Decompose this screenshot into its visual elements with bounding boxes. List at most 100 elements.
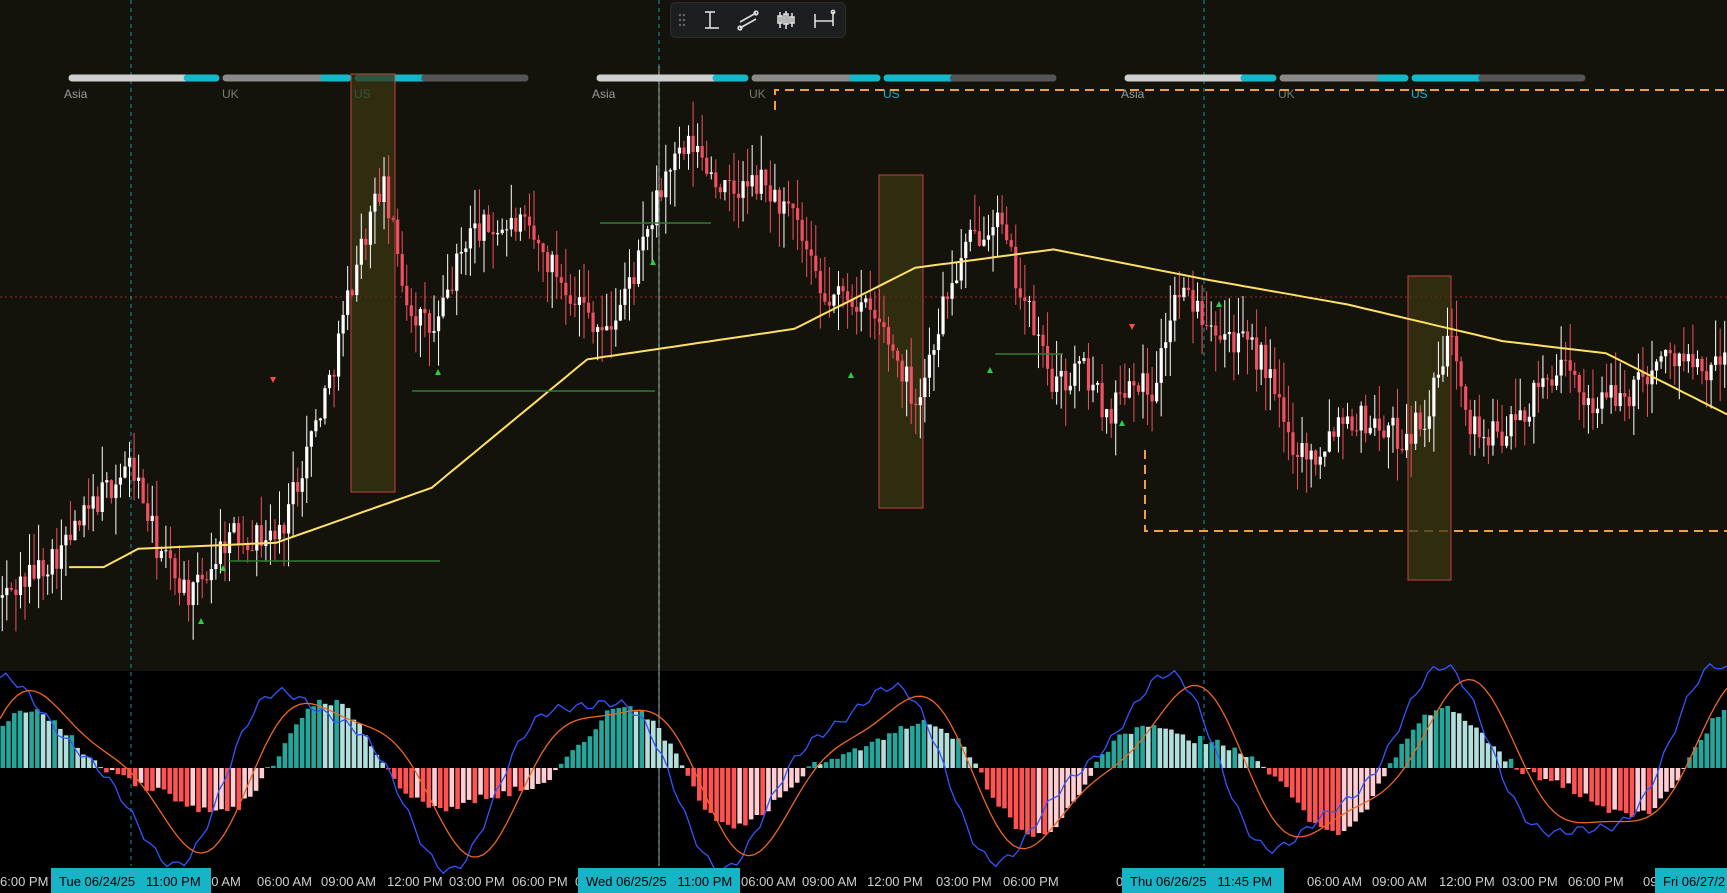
histogram-bar-positive — [1508, 758, 1514, 768]
candle-up — [1709, 364, 1713, 381]
candles-icon[interactable] — [771, 6, 801, 34]
histogram-bar-negative — [1572, 768, 1577, 795]
histogram-bar-negative — [1382, 768, 1387, 777]
candle-down — [1614, 385, 1618, 407]
histogram-bar-negative — [685, 768, 691, 776]
histogram-bar-positive — [1134, 727, 1140, 768]
histogram-bar-negative — [1082, 768, 1088, 785]
candle-down — [486, 214, 491, 232]
histogram-bar-positive — [98, 767, 103, 769]
candle-down — [691, 135, 695, 153]
histogram-bar-positive — [345, 708, 351, 768]
time-axis-tick: 06:00 AM — [257, 874, 312, 889]
candle-down — [1604, 392, 1609, 398]
histogram-bar-positive — [1123, 733, 1128, 768]
candle-up — [596, 327, 600, 332]
candle-down — [755, 175, 759, 194]
histogram-bar-negative — [1076, 768, 1082, 795]
histogram-bar-positive — [1692, 747, 1698, 768]
candle-up — [623, 288, 627, 305]
histogram-bar-positive — [75, 747, 80, 768]
histogram-bar-negative — [1543, 768, 1548, 779]
buy-marker — [650, 259, 656, 265]
candle-down — [609, 326, 613, 330]
candle-down — [132, 457, 136, 481]
histogram-bar-positive — [806, 766, 811, 768]
candle-up — [209, 569, 213, 581]
candle-up — [686, 135, 691, 154]
histogram-bar-positive — [944, 732, 950, 768]
candle-down — [1286, 421, 1291, 433]
candle-up — [923, 377, 927, 398]
candle-up — [650, 225, 654, 230]
candle-up — [464, 248, 468, 252]
candle-up — [100, 482, 104, 512]
histogram-bar-positive — [581, 741, 587, 768]
candle-up — [1686, 354, 1690, 362]
buy-marker — [220, 565, 226, 571]
measure-range-icon[interactable] — [809, 6, 839, 34]
candle-up — [995, 212, 1000, 228]
candle-down — [364, 238, 368, 245]
histogram-bar-positive — [1698, 740, 1704, 768]
histogram-bar-negative — [1013, 768, 1019, 830]
candle-up — [336, 333, 341, 377]
histogram-bar-negative — [443, 768, 449, 812]
histogram-bar-positive — [294, 724, 299, 768]
histogram-bar-negative — [1336, 768, 1341, 835]
histogram-bar-negative — [1295, 768, 1301, 803]
macd-pane-background — [0, 672, 1727, 865]
candle-down — [250, 550, 254, 552]
cursor-range-icon[interactable] — [695, 6, 725, 34]
histogram-bar-positive — [852, 748, 858, 768]
histogram-bar-negative — [691, 768, 696, 787]
grip-dots-icon[interactable] — [677, 11, 687, 29]
candle-down — [1459, 361, 1463, 387]
histogram-bar-negative — [426, 768, 432, 808]
candle-down — [68, 534, 73, 541]
histogram-bar-positive — [651, 720, 656, 768]
candle-up — [1445, 335, 1450, 367]
histogram-bar-negative — [213, 768, 219, 811]
histogram-bar-positive — [1451, 711, 1456, 768]
histogram-bar-negative — [697, 768, 702, 801]
candle-down — [1005, 224, 1009, 241]
histogram-bar-negative — [1589, 768, 1594, 802]
histogram-bar-positive — [322, 703, 328, 768]
histogram-bar-positive — [1721, 709, 1727, 768]
histogram-bar-positive — [898, 726, 904, 768]
histogram-bar-positive — [299, 718, 305, 768]
candle-up — [64, 534, 68, 546]
candle-down — [891, 344, 895, 351]
candle-down — [1332, 431, 1336, 437]
histogram-bar-positive — [1220, 745, 1226, 768]
histogram-bar-positive — [869, 741, 875, 768]
time-axis-tick: 09:00 AM — [802, 874, 857, 889]
candle-up — [723, 180, 727, 193]
time-highlight-label: Wed 06/25/25 11:00 PM — [586, 874, 732, 889]
trend-lines-icon[interactable] — [733, 6, 763, 34]
histogram-bar-positive — [1416, 723, 1422, 768]
candle-up — [1027, 300, 1031, 302]
candle-down — [873, 309, 877, 319]
candle-up — [577, 297, 582, 305]
histogram-bar-positive — [328, 705, 334, 768]
histogram-bar-positive — [1100, 754, 1105, 768]
candle-up — [418, 309, 422, 326]
time-axis-tick: 06:00 AM — [1307, 874, 1362, 889]
candle-down — [541, 243, 545, 253]
histogram-bar-positive — [81, 754, 86, 768]
candles — [0, 101, 1727, 640]
histogram-bar-positive — [881, 739, 886, 768]
histogram-bar-negative — [173, 768, 178, 802]
candle-down — [886, 327, 891, 345]
histogram-bar-positive — [1174, 733, 1180, 768]
histogram-bar-positive — [1094, 761, 1099, 768]
histogram-bar-positive — [1474, 727, 1479, 768]
candle-down — [477, 223, 482, 241]
candle-down — [1641, 372, 1645, 377]
histogram-bar-negative — [225, 768, 230, 812]
candle-up — [782, 201, 786, 214]
histogram-bar-negative — [1289, 768, 1295, 798]
